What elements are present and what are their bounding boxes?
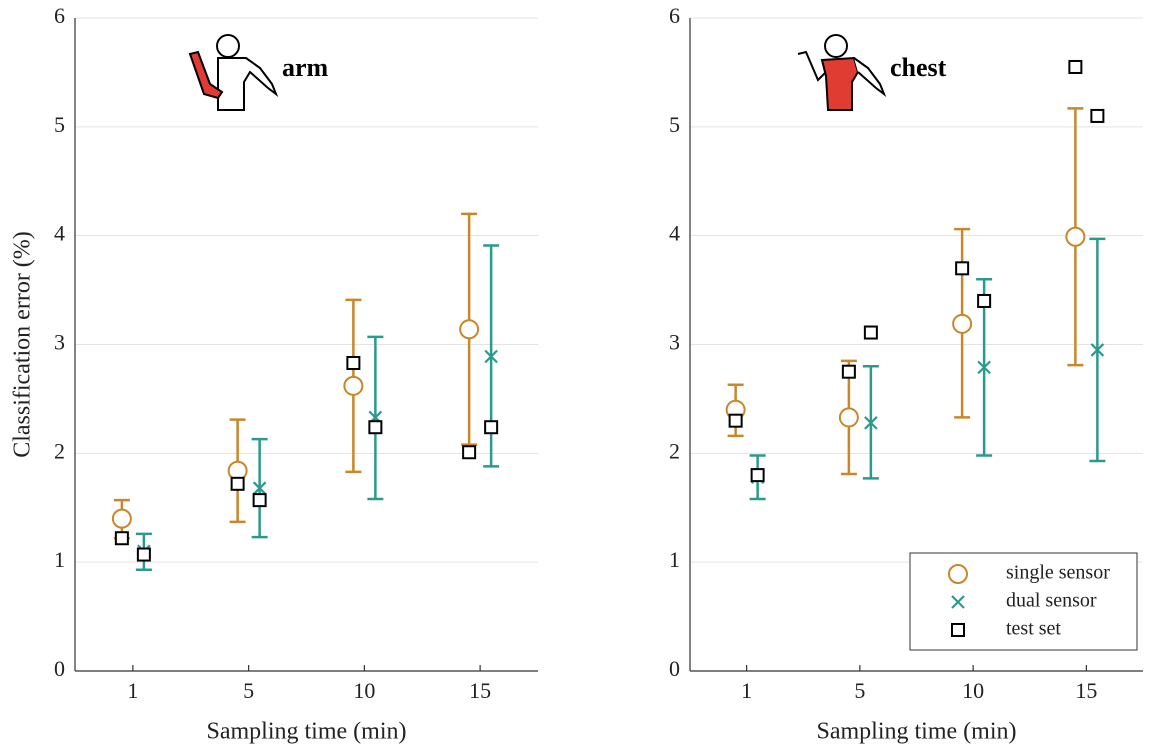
x-tick-label: 15 [1075,678,1097,703]
y-axis-label: Classification error (%) [10,231,36,458]
y-tick-label: 5 [669,112,680,137]
y-tick-label: 6 [54,3,65,28]
test-marker [841,364,856,379]
test-marker [977,293,992,308]
data-point [1065,226,1086,247]
x-tick-label: 10 [962,678,984,703]
y-tick-label: 2 [54,438,65,463]
data-point [1090,343,1105,357]
y-tick-label: 0 [669,656,680,681]
y-tick-label: 0 [54,656,65,681]
legend-marker [948,564,968,584]
y-tick-label: 6 [669,3,680,28]
data-point [111,508,132,529]
data-point [838,407,859,428]
y-tick-label: 5 [54,112,65,137]
data-point [977,360,991,375]
y-tick-label: 1 [669,547,680,572]
test-marker [955,261,970,276]
test-marker [750,468,765,483]
x-tick-label: 10 [353,678,375,703]
data-point [864,416,878,430]
y-tick-label: 1 [54,547,65,572]
y-tick-label: 2 [669,438,680,463]
x-axis-label: Sampling time (min) [207,719,407,745]
legend-box [909,552,1138,651]
test-marker [114,531,129,546]
x-axis-label: Sampling time (min) [817,719,1017,745]
test-marker [1090,108,1105,123]
test-marker [728,413,743,428]
test-marker [252,493,267,508]
legend-marker [951,595,965,609]
test-marker [484,420,499,435]
legend-marker [951,623,965,637]
y-tick-label: 3 [54,330,65,355]
legend-label: test set [1006,618,1061,640]
data-point [343,375,364,396]
legend-label: dual sensor [1006,590,1097,612]
x-tick-label: 15 [469,678,491,703]
data-point [459,319,480,340]
y-tick-label: 3 [669,330,680,355]
test-marker [462,445,477,460]
x-tick-label: 1 [741,678,752,703]
test-marker [368,420,383,435]
data-point [952,313,973,334]
legend-label: single sensor [1006,562,1110,584]
panel-label: chest [890,53,947,82]
test-marker [230,476,245,491]
panel-label: arm [282,53,329,82]
data-point [252,481,267,495]
x-tick-label: 5 [854,678,865,703]
y-tick-label: 4 [54,221,65,246]
arm-icon [188,34,279,111]
x-tick-label: 1 [127,678,138,703]
test-marker [1068,59,1083,74]
data-point [484,349,498,364]
chest-icon [797,34,887,111]
test-marker [136,547,151,562]
x-tick-label: 5 [243,678,254,703]
y-tick-label: 4 [669,221,680,246]
test-marker [863,325,878,340]
test-marker [346,356,361,371]
